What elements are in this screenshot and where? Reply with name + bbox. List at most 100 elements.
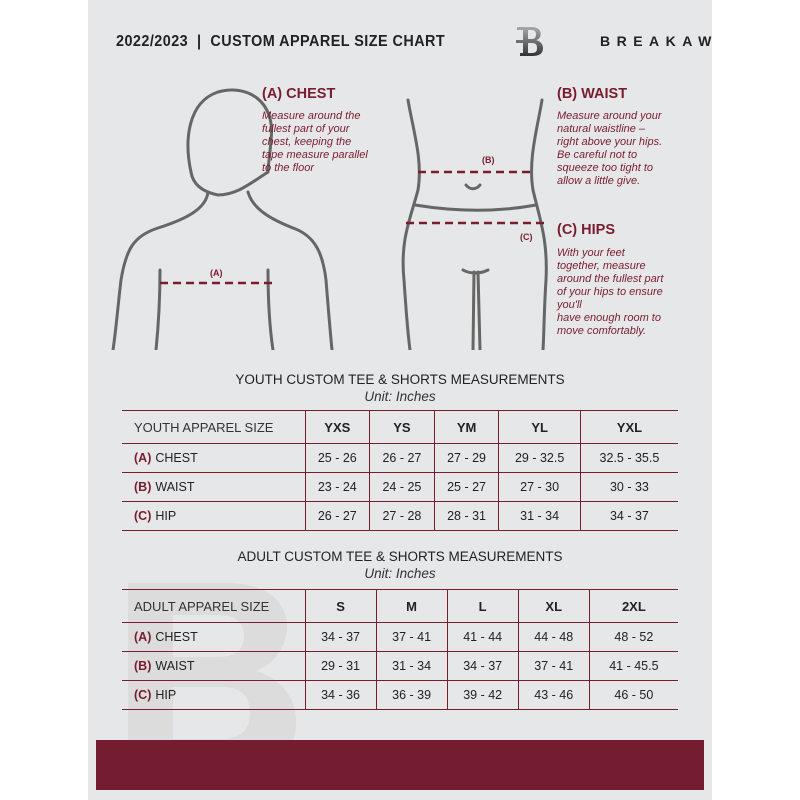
- desc-line: together, measure: [557, 260, 646, 272]
- size-col: XL: [517, 589, 590, 623]
- size-col: YL: [498, 410, 581, 444]
- waist-instructions: (B) WAIST Measure around your natural wai…: [557, 86, 662, 188]
- cell: 44 - 48: [517, 622, 590, 652]
- desc-line: have enough room to: [557, 312, 661, 324]
- desc-line: With your feet: [557, 247, 625, 259]
- hips-description: With your feet together, measure around th…: [557, 247, 663, 338]
- size-col: YXS: [304, 410, 370, 444]
- cell: 27 - 28: [369, 501, 435, 531]
- row-letter: (A): [134, 451, 152, 465]
- youth-table-title: YOUTH CUSTOM TEE & SHORTS MEASUREMENTS: [235, 372, 565, 387]
- table-row: (C) HIP 26 - 27 27 - 28 28 - 31 31 - 34 34 - 3…: [122, 501, 678, 531]
- row-name: HIP: [155, 509, 177, 523]
- cell: 43 - 46: [517, 680, 590, 710]
- torso-outline-icon: [401, 98, 548, 350]
- hips-instructions: (C) HIPS With your feet together, measure…: [557, 222, 663, 338]
- cell: 37 - 41: [517, 651, 590, 681]
- table-row: (B) WAIST 23 - 24 24 - 25 25 - 27 27 - 30 30 -…: [122, 472, 678, 502]
- cell: 39 - 42: [446, 680, 519, 710]
- size-col: S: [304, 589, 377, 623]
- desc-line: Measure around the: [262, 110, 361, 122]
- brand-name: BREAKAWAY: [600, 33, 712, 49]
- size-header: YOUTH APPAREL SIZE: [122, 410, 305, 444]
- chest-heading: (A) CHEST: [262, 86, 336, 102]
- desc-line: Measure around your: [557, 110, 662, 122]
- cell: 34 - 37: [579, 501, 678, 531]
- row-label: (A) CHEST: [122, 622, 305, 652]
- desc-line: chest, keeping the: [262, 136, 352, 148]
- row-name: CHEST: [155, 451, 198, 465]
- table-header-row: YOUTH APPAREL SIZE YXS YS YM YL YXL: [122, 410, 678, 444]
- desc-line: natural waistline –: [557, 123, 646, 135]
- cell: 46 - 50: [588, 680, 678, 710]
- row-name: CHEST: [155, 630, 198, 644]
- desc-line: move comfortably.: [557, 325, 647, 337]
- cell: 34 - 37: [446, 651, 519, 681]
- cell: 41 - 45.5: [588, 651, 678, 681]
- desc-line: allow a little give.: [557, 175, 641, 187]
- hips-heading: (C) HIPS: [557, 222, 615, 238]
- cell: 25 - 27: [433, 472, 499, 502]
- table-header-row: ADULT APPAREL SIZE S M L XL 2XL: [122, 589, 678, 623]
- desc-line: of your hips to ensure: [557, 286, 663, 298]
- cell: 23 - 24: [304, 472, 370, 502]
- size-header: ADULT APPAREL SIZE: [122, 589, 305, 623]
- row-name: HIP: [155, 688, 177, 702]
- cell: 26 - 27: [369, 443, 435, 473]
- row-letter: (B): [134, 480, 152, 494]
- waist-heading: (B) WAIST: [557, 86, 628, 102]
- adult-unit: Unit: Inches: [364, 566, 436, 581]
- desc-line: squeeze too tight to: [557, 162, 654, 174]
- size-col: 2XL: [588, 589, 678, 623]
- desc-line: around the fullest part: [557, 273, 664, 285]
- waist-marker: (B): [482, 155, 495, 165]
- size-col: YM: [433, 410, 499, 444]
- desc-line: Be careful not to: [557, 149, 638, 161]
- adult-table-title: ADULT CUSTOM TEE & SHORTS MEASUREMENTS: [237, 549, 563, 564]
- cell: 30 - 33: [579, 472, 678, 502]
- adult-size-table: ADULT APPAREL SIZE S M L XL 2XL (A) CHEST 34 -…: [122, 589, 678, 710]
- youth-unit: Unit: Inches: [364, 389, 436, 404]
- cell: 24 - 25: [369, 472, 435, 502]
- cell: 34 - 36: [304, 680, 377, 710]
- cell: 26 - 27: [304, 501, 370, 531]
- cell: 27 - 29: [433, 443, 499, 473]
- table-row: (A) CHEST 25 - 26 26 - 27 27 - 29 29 - 32.5 32…: [122, 443, 678, 473]
- row-label: (B) WAIST: [122, 472, 305, 502]
- cell: 27 - 30: [498, 472, 581, 502]
- cell: 31 - 34: [498, 501, 581, 531]
- cell: 48 - 52: [588, 622, 678, 652]
- desc-line: tape measure parallel: [262, 149, 368, 161]
- chest-marker: (A): [210, 268, 223, 278]
- chest-instructions: (A) CHEST Measure around the fullest part…: [262, 86, 368, 175]
- size-col: YS: [369, 410, 435, 444]
- desc-line: fullest part of your: [262, 123, 350, 135]
- row-letter: (A): [134, 630, 152, 644]
- row-letter: (C): [134, 688, 152, 702]
- row-letter: (C): [134, 509, 152, 523]
- size-chart-page: 2022/2023 | CUSTOM APPAREL SIZE CHART BR…: [88, 0, 712, 800]
- size-col: YXL: [579, 410, 678, 444]
- table-row: (A) CHEST 34 - 37 37 - 41 41 - 44 44 - 48 48 -…: [122, 622, 678, 652]
- cell: 29 - 32.5: [498, 443, 581, 473]
- row-name: WAIST: [155, 659, 195, 673]
- cell: 41 - 44: [446, 622, 519, 652]
- table-row: (B) WAIST 29 - 31 31 - 34 34 - 37 37 - 41 41 -…: [122, 651, 678, 681]
- hips-marker: (C): [520, 232, 533, 242]
- cell: 25 - 26: [304, 443, 370, 473]
- cell: 28 - 31: [433, 501, 499, 531]
- page-title: 2022/2023 | CUSTOM APPAREL SIZE CHART: [116, 33, 446, 50]
- cell: 36 - 39: [375, 680, 448, 710]
- size-col: L: [446, 589, 519, 623]
- row-label: (C) HIP: [122, 501, 305, 531]
- desc-line: you'll: [557, 299, 582, 311]
- cell: 32.5 - 35.5: [579, 443, 678, 473]
- size-col: M: [375, 589, 448, 623]
- youth-size-table: YOUTH APPAREL SIZE YXS YS YM YL YXL (A) CHEST…: [122, 410, 678, 531]
- cell: 37 - 41: [375, 622, 448, 652]
- breakaway-logo-icon: [516, 27, 543, 56]
- footer-bar: [96, 740, 704, 790]
- desc-line: to the floor: [262, 162, 314, 174]
- upper-body-outline-icon: [111, 88, 334, 350]
- body-figures: (A) (B) (C): [111, 88, 548, 350]
